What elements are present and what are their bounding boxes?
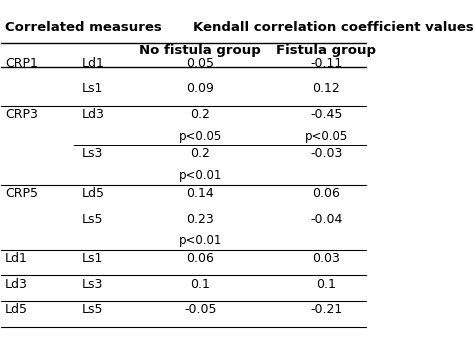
Text: -0.03: -0.03 xyxy=(310,148,342,161)
Text: Ls3: Ls3 xyxy=(82,148,103,161)
Text: 0.1: 0.1 xyxy=(191,278,210,291)
Text: Ls1: Ls1 xyxy=(82,252,103,265)
Text: p<0.05: p<0.05 xyxy=(179,130,222,143)
Text: 0.2: 0.2 xyxy=(191,108,210,121)
Text: Correlated measures: Correlated measures xyxy=(5,21,162,34)
Text: 0.06: 0.06 xyxy=(186,252,214,265)
Text: CRP3: CRP3 xyxy=(5,108,38,121)
Text: Ls5: Ls5 xyxy=(82,303,103,316)
Text: Ls1: Ls1 xyxy=(82,82,103,95)
Text: -0.11: -0.11 xyxy=(310,57,342,70)
Text: Ld3: Ld3 xyxy=(82,108,105,121)
Text: p<0.01: p<0.01 xyxy=(179,234,222,247)
Text: 0.09: 0.09 xyxy=(186,82,214,95)
Text: Ld1: Ld1 xyxy=(5,252,28,265)
Text: CRP5: CRP5 xyxy=(5,187,38,200)
Text: Kendall correlation coefficient values: Kendall correlation coefficient values xyxy=(193,21,474,34)
Text: 0.23: 0.23 xyxy=(186,212,214,225)
Text: 0.06: 0.06 xyxy=(312,187,340,200)
Text: 0.2: 0.2 xyxy=(191,148,210,161)
Text: 0.1: 0.1 xyxy=(316,278,336,291)
Text: p<0.05: p<0.05 xyxy=(305,130,348,143)
Text: -0.05: -0.05 xyxy=(184,303,217,316)
Text: Ld3: Ld3 xyxy=(5,278,28,291)
Text: Ls5: Ls5 xyxy=(82,212,103,225)
Text: Ld5: Ld5 xyxy=(82,187,105,200)
Text: p<0.01: p<0.01 xyxy=(179,169,222,182)
Text: Fistula group: Fistula group xyxy=(276,44,376,57)
Text: 0.12: 0.12 xyxy=(312,82,340,95)
Text: 0.05: 0.05 xyxy=(186,57,214,70)
Text: Ls3: Ls3 xyxy=(82,278,103,291)
Text: No fistula group: No fistula group xyxy=(139,44,261,57)
Text: -0.21: -0.21 xyxy=(310,303,342,316)
Text: Ld1: Ld1 xyxy=(82,57,105,70)
Text: 0.03: 0.03 xyxy=(312,252,340,265)
Text: CRP1: CRP1 xyxy=(5,57,38,70)
Text: -0.04: -0.04 xyxy=(310,212,342,225)
Text: -0.45: -0.45 xyxy=(310,108,342,121)
Text: 0.14: 0.14 xyxy=(186,187,214,200)
Text: Ld5: Ld5 xyxy=(5,303,28,316)
